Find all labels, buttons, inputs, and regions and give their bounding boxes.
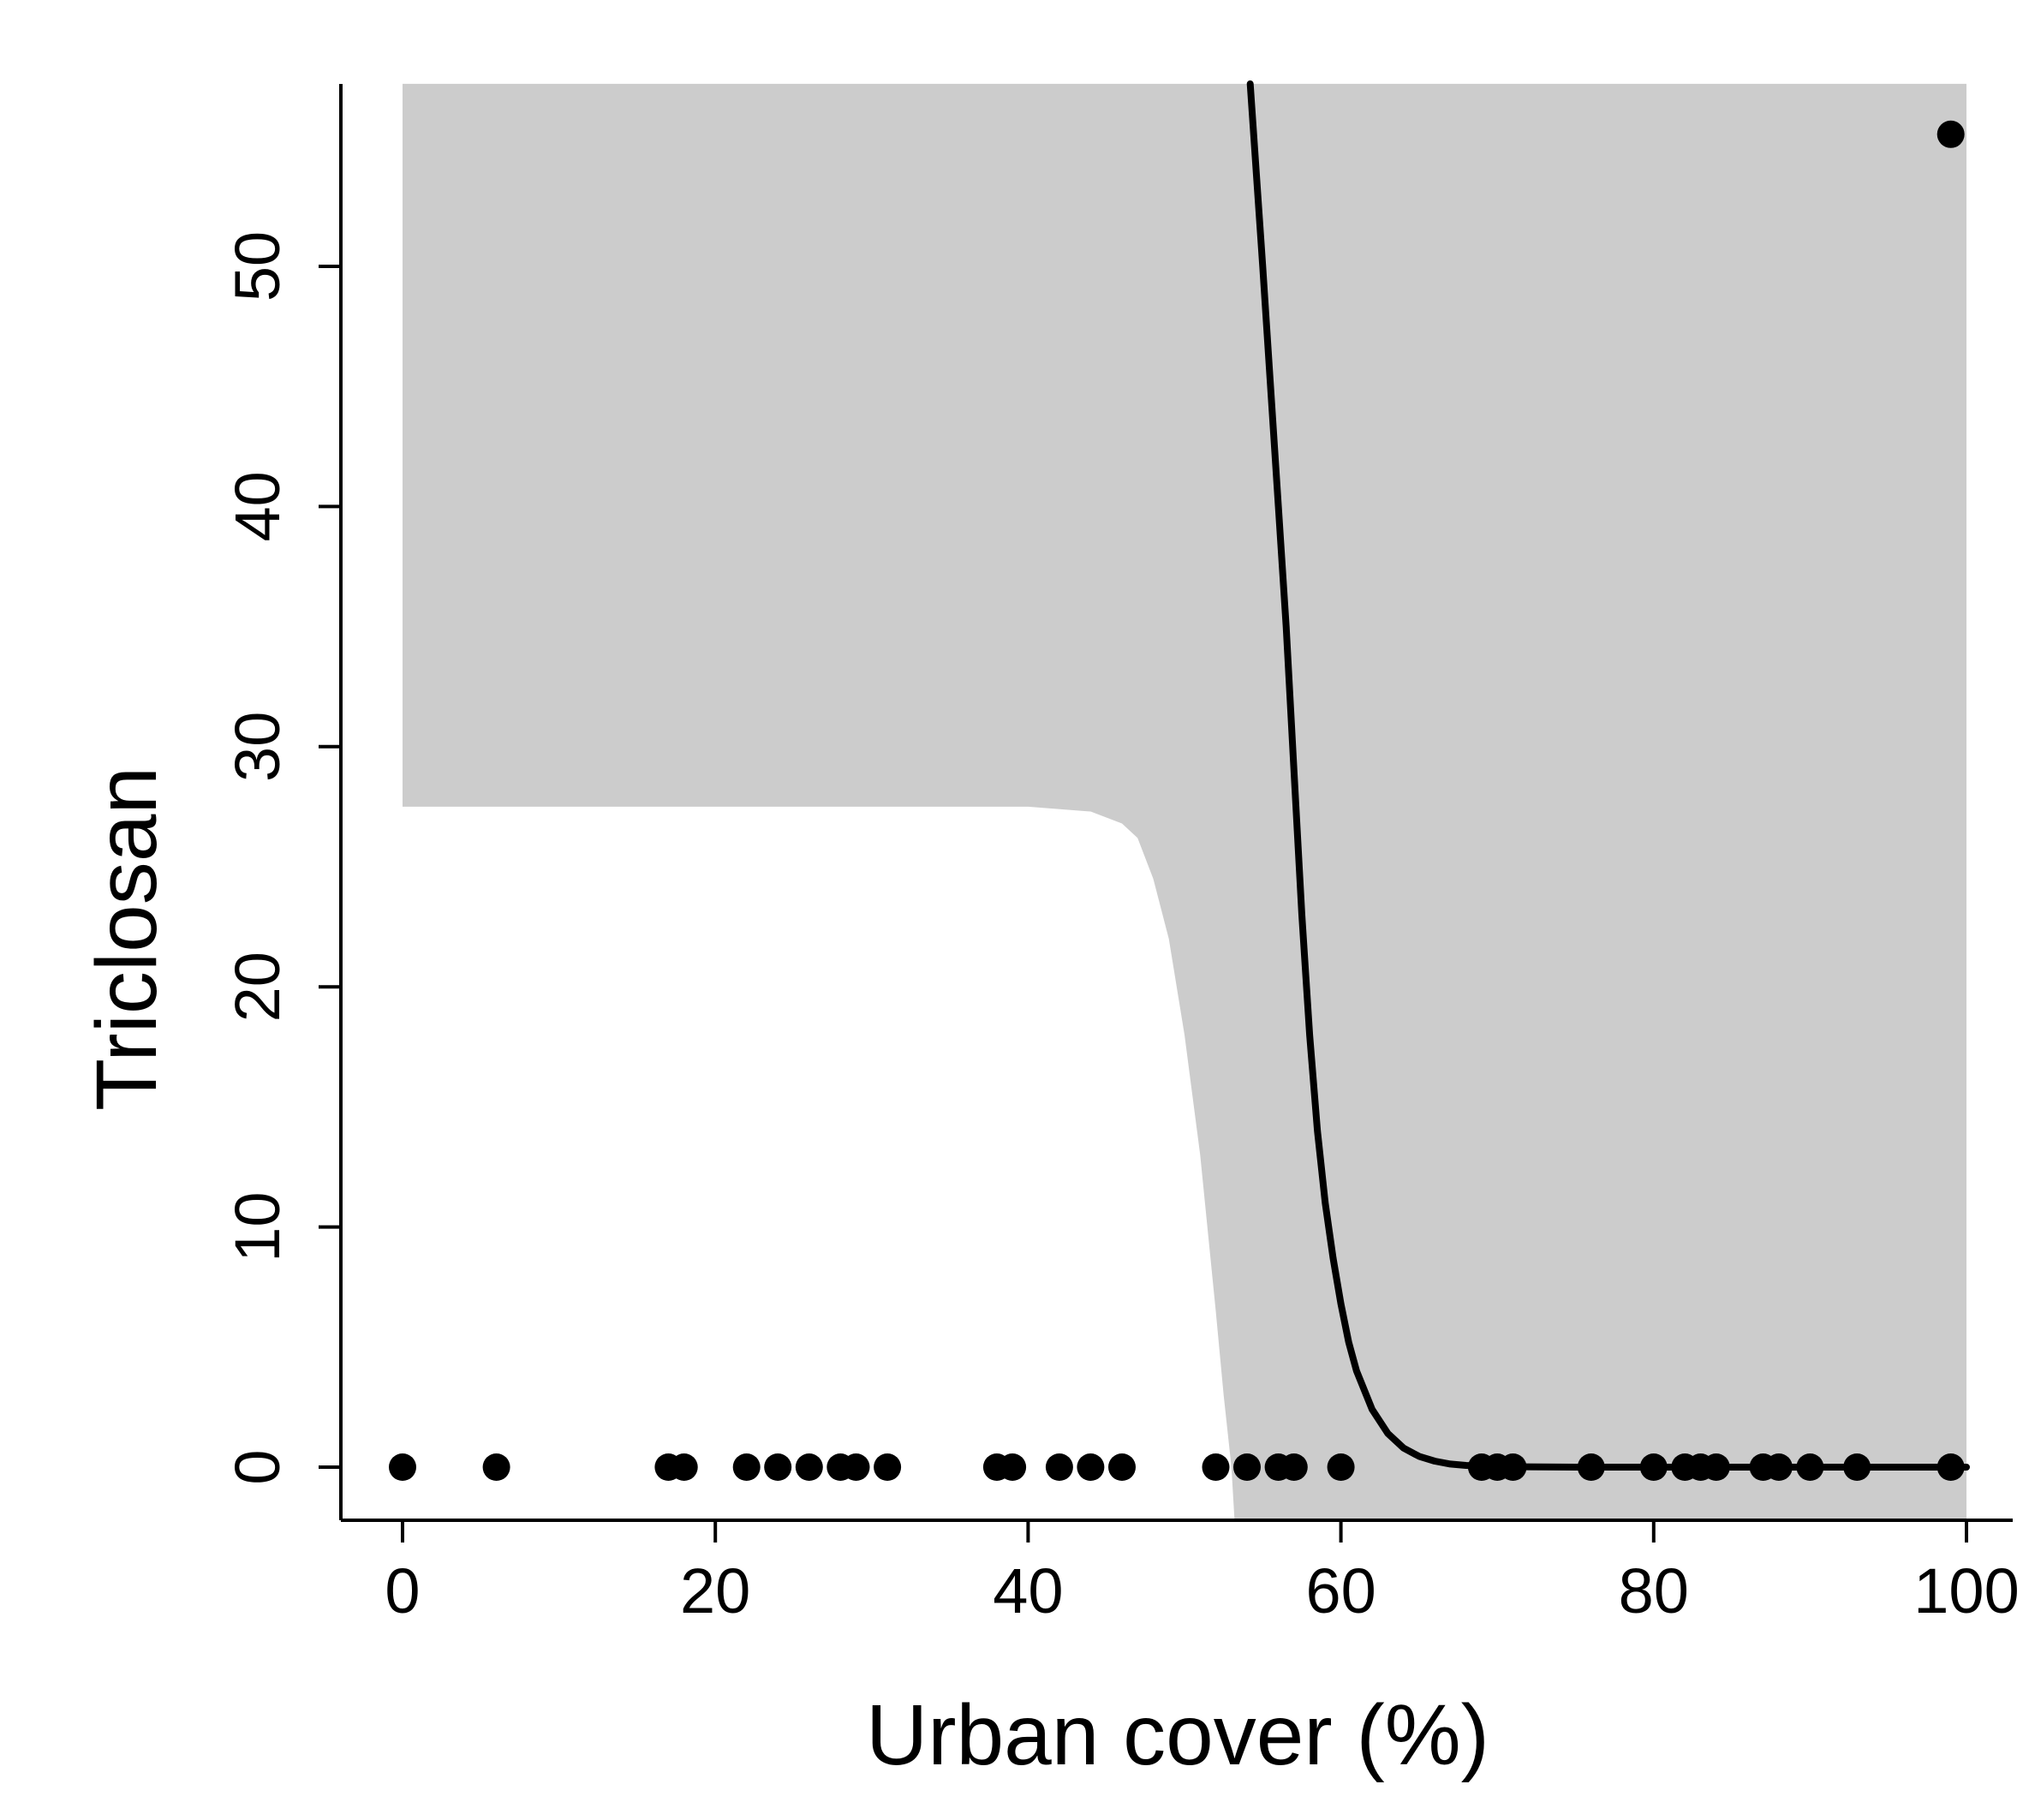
data-point bbox=[1936, 120, 1965, 148]
x-tick-label: 60 bbox=[1305, 1555, 1376, 1626]
x-axis-title: Urban cover (%) bbox=[866, 1687, 1489, 1783]
data-point bbox=[732, 1453, 761, 1481]
x-tick-label: 0 bbox=[385, 1555, 420, 1626]
data-point bbox=[1764, 1453, 1793, 1481]
data-point bbox=[999, 1453, 1027, 1481]
y-tick-label: 40 bbox=[222, 471, 293, 541]
data-point bbox=[1499, 1453, 1527, 1481]
y-tick-label: 30 bbox=[222, 712, 293, 782]
data-point bbox=[1202, 1453, 1230, 1481]
data-point bbox=[670, 1453, 698, 1481]
confidence-band-layer bbox=[403, 83, 1966, 1520]
confidence-band bbox=[403, 83, 1966, 1520]
data-point bbox=[389, 1453, 416, 1481]
data-point bbox=[1077, 1453, 1105, 1481]
data-point bbox=[764, 1453, 792, 1481]
y-tick-label: 0 bbox=[222, 1449, 293, 1484]
x-tick-label: 80 bbox=[1619, 1555, 1689, 1626]
axes-layer: 0 20 40 60 80 100 0 10 20 30 40 50 bbox=[222, 84, 2020, 1626]
data-point bbox=[1233, 1453, 1261, 1481]
y-tick-label: 50 bbox=[222, 231, 293, 301]
data-point bbox=[482, 1453, 510, 1481]
y-tick-label: 20 bbox=[222, 952, 293, 1022]
data-point bbox=[795, 1453, 823, 1481]
data-point bbox=[1936, 1453, 1965, 1481]
data-points-layer bbox=[389, 120, 1965, 1481]
y-tick-label: 10 bbox=[222, 1191, 293, 1262]
data-point bbox=[1843, 1453, 1871, 1481]
data-point bbox=[1796, 1453, 1824, 1481]
data-point bbox=[1639, 1453, 1668, 1481]
data-point bbox=[1577, 1453, 1605, 1481]
data-point bbox=[1108, 1453, 1136, 1481]
x-tick-label: 100 bbox=[1913, 1555, 2019, 1626]
data-point bbox=[1280, 1453, 1308, 1481]
data-point bbox=[842, 1453, 870, 1481]
y-axis-title: Triclosan bbox=[79, 767, 175, 1111]
data-point bbox=[1045, 1453, 1073, 1481]
data-point bbox=[874, 1453, 902, 1481]
x-tick-label: 40 bbox=[993, 1555, 1063, 1626]
data-point bbox=[1327, 1453, 1355, 1481]
data-point bbox=[1702, 1453, 1730, 1481]
x-tick-label: 20 bbox=[680, 1555, 750, 1626]
